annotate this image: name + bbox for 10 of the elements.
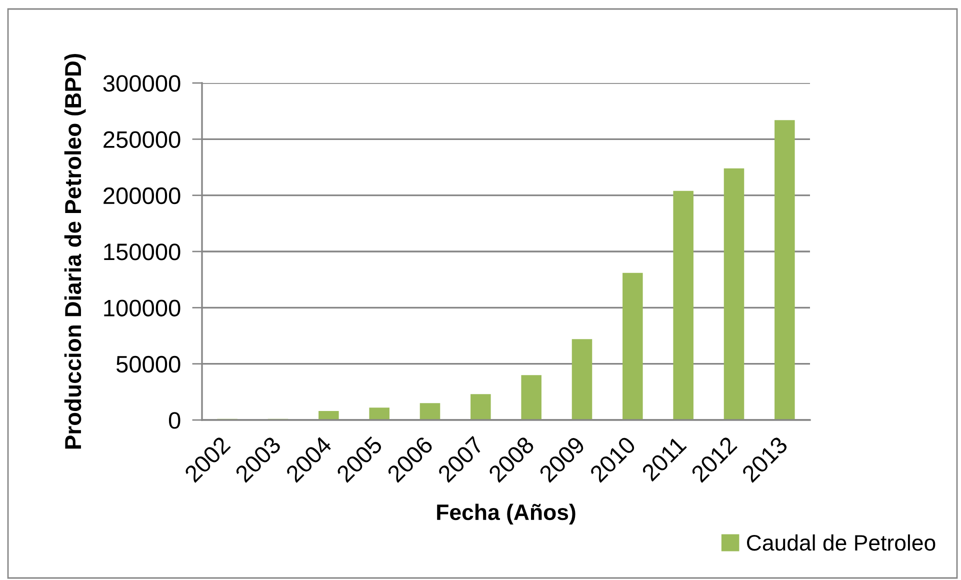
y-tick-label: 300000: [103, 75, 180, 92]
y-tick-label: 200000: [104, 187, 180, 204]
x-axis-title: Fecha (Años): [437, 504, 576, 525]
legend-label: Caudal de Petroleo: [746, 534, 936, 551]
y-tick-label: 0: [168, 412, 180, 429]
y-tick-label: 50000: [116, 356, 180, 373]
y-tick-label: 150000: [104, 244, 180, 260]
y-tick-label: 250000: [104, 131, 180, 148]
y-tick-label: 100000: [104, 300, 180, 316]
y-axis-title: Produccion Diaria de Petroleo (BPD): [64, 54, 86, 449]
